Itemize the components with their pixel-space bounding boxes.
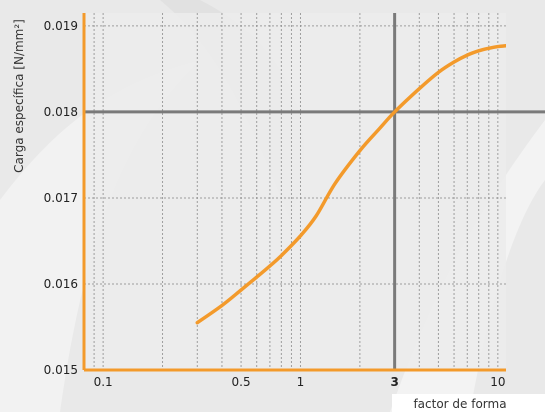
y-tick-label: 0.017 [44, 191, 78, 205]
plot-area [84, 13, 506, 370]
x-axis-title: factor de forma [413, 397, 506, 411]
y-tick-label: 0.018 [44, 105, 78, 119]
y-tick-label: 0.016 [44, 277, 78, 291]
y-tick-label: 0.015 [44, 363, 78, 377]
x-tick-label: 1 [297, 375, 305, 389]
x-tick-label: 3 [390, 375, 398, 389]
x-tick-label: 0.5 [232, 375, 251, 389]
series-group [195, 43, 506, 325]
x-tick-label: 10 [490, 375, 505, 389]
reference-lines [84, 13, 545, 370]
y-tick-label: 0.019 [44, 19, 78, 33]
y-axis-title: Carga específica [N/mm²] [12, 19, 26, 173]
x-tick-label: 0.1 [94, 375, 113, 389]
plot-frame [82, 13, 506, 372]
y-axis-ticks: 0.015 0.016 0.017 0.018 0.019 [44, 19, 78, 377]
x-axis-title-box [392, 394, 545, 412]
x-axis-ticks: 0.1 0.5 1 3 10 [94, 375, 506, 389]
series-line [195, 43, 506, 325]
background-swoosh-left [0, 60, 200, 412]
